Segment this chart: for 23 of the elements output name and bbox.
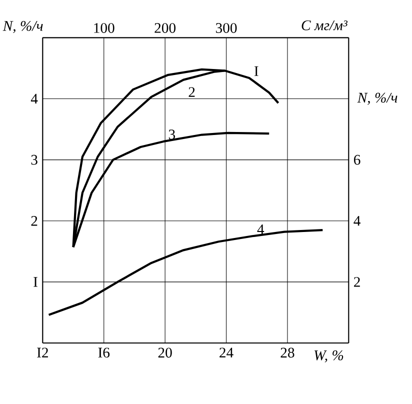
y-tick-label: 4 <box>30 94 38 104</box>
x2-axis-title: C мг/м³ <box>302 20 348 30</box>
y2-tick-label: 2 <box>354 277 360 287</box>
y-tick-label: 3 <box>31 154 38 165</box>
y2-axis-title: N, %/ч <box>357 92 398 105</box>
x-tick-label: 28 <box>280 348 294 358</box>
series-label: 4 <box>257 224 264 234</box>
y2-tick-label: 4 <box>354 216 360 226</box>
series-label: I <box>254 66 258 76</box>
x-tick-label: I6 <box>98 348 110 358</box>
series-label: 2 <box>188 87 195 97</box>
x-axis-title: W, % <box>314 350 344 362</box>
x2-tick-label: 200 <box>154 23 176 33</box>
y-axis-title: N, %/ч <box>2 20 43 33</box>
y2-tick-label: 6 <box>354 154 360 165</box>
y-tick-label: I <box>34 277 38 287</box>
x2-tick-label: 100 <box>94 23 114 33</box>
x-tick-label: I2 <box>37 348 48 358</box>
y-tick-label: 2 <box>31 216 38 226</box>
x-tick-label: 24 <box>220 348 234 358</box>
series-label: 3 <box>168 130 175 140</box>
x-tick-label: 20 <box>158 348 172 358</box>
x2-tick-label: 300 <box>216 23 237 33</box>
